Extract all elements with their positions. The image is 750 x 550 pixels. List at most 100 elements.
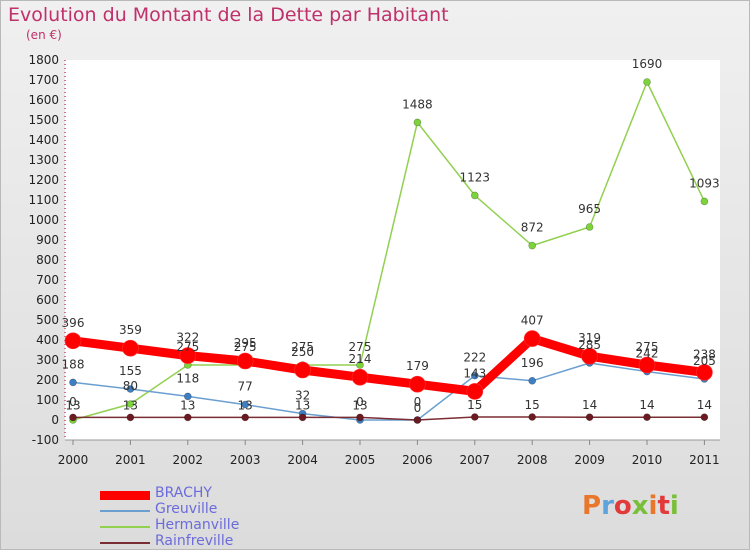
data-label: 1093 — [689, 176, 720, 190]
data-point — [356, 413, 364, 422]
y-tick-label: 700 — [36, 273, 59, 287]
y-tick-label: 1100 — [28, 193, 59, 207]
x-tick-label: 2010 — [632, 453, 663, 467]
y-tick-label: 400 — [36, 333, 59, 347]
data-point — [523, 330, 541, 347]
data-label: 322 — [176, 331, 199, 345]
data-label: 118 — [176, 371, 199, 385]
x-tick-label: 2000 — [58, 453, 89, 467]
y-tick-label: 1600 — [28, 93, 59, 107]
legend-label-rainfreville: Rainfreville — [155, 533, 234, 549]
data-label: 407 — [521, 314, 544, 328]
x-tick-label: 2011 — [689, 453, 720, 467]
legend-swatch-rainfreville — [100, 542, 150, 544]
y-tick-label: 600 — [36, 293, 59, 307]
data-label: 0 — [69, 395, 77, 409]
data-point — [528, 241, 537, 250]
y-tick-label: 1300 — [28, 153, 59, 167]
data-label: 77 — [238, 380, 253, 394]
data-label: 179 — [406, 359, 429, 373]
chart-unit: (en €) — [26, 28, 62, 42]
data-point — [643, 413, 651, 422]
legend-swatch-hermanville — [100, 526, 150, 528]
data-point — [638, 356, 656, 374]
data-label: 275 — [636, 340, 659, 354]
chart-title: Evolution du Montant de la Dette par Hab… — [8, 4, 449, 26]
x-tick-label: 2003 — [230, 453, 261, 467]
y-tick-label: 1000 — [28, 213, 59, 227]
legend-label-hermanville: Hermanville — [155, 517, 240, 533]
data-point — [126, 413, 135, 422]
data-label: 275 — [349, 340, 372, 354]
data-label: 275 — [176, 340, 199, 354]
y-tick-label: 1500 — [28, 113, 59, 127]
data-point — [700, 413, 709, 422]
y-tick-label: 800 — [36, 253, 59, 267]
data-label: 15 — [525, 398, 540, 412]
x-tick-label: 2001 — [115, 453, 146, 467]
data-label: 275 — [234, 340, 257, 354]
x-tick-label: 2004 — [287, 453, 318, 467]
logo-letter: i — [648, 491, 658, 521]
data-point — [184, 392, 192, 401]
y-tick-label: 100 — [36, 393, 59, 407]
data-label: 250 — [291, 345, 314, 359]
logo-letter: P — [582, 491, 602, 521]
data-point — [126, 400, 135, 408]
data-point — [470, 191, 479, 200]
data-label: 359 — [119, 323, 142, 337]
x-tick-label: 2007 — [460, 453, 491, 467]
data-label: 14 — [639, 398, 654, 412]
data-label: 13 — [180, 398, 195, 412]
data-point — [294, 361, 311, 379]
data-label: 196 — [521, 356, 544, 370]
data-label: 214 — [349, 352, 372, 366]
data-label: 285 — [578, 338, 601, 352]
data-label: 319 — [578, 331, 601, 345]
data-point — [696, 364, 713, 381]
data-label: 205 — [693, 354, 716, 368]
data-point — [64, 332, 82, 350]
data-point — [413, 118, 422, 127]
data-label: 0 — [414, 395, 422, 409]
data-point — [413, 416, 422, 424]
y-tick-label: 500 — [36, 313, 59, 327]
data-label: 143 — [463, 366, 486, 380]
data-point — [241, 413, 249, 422]
data-label: 222 — [463, 351, 486, 365]
data-label: 1123 — [460, 170, 491, 184]
data-point — [298, 413, 307, 422]
data-label: 1690 — [632, 57, 663, 71]
legend-swatch-brachy — [100, 490, 150, 500]
series-line-rainfreville — [72, 416, 706, 421]
y-tick-label: 1200 — [28, 173, 59, 187]
legend-label-greuville: Greuville — [155, 501, 218, 517]
x-tick-label: 2002 — [173, 453, 204, 467]
data-point — [122, 339, 139, 357]
y-tick-label: 1400 — [28, 133, 59, 147]
data-label: 14 — [582, 398, 597, 412]
x-tick-label: 2008 — [517, 453, 548, 467]
y-tick-label: 300 — [36, 353, 59, 367]
data-label: 238 — [693, 347, 716, 361]
data-label: 965 — [578, 202, 601, 216]
data-point — [466, 383, 484, 400]
data-point — [470, 413, 479, 421]
data-label: 13 — [295, 398, 310, 412]
data-point — [351, 368, 369, 386]
data-point — [356, 361, 364, 369]
series-line-hermanville — [72, 81, 706, 421]
data-label: 13 — [238, 398, 253, 412]
data-label: 0 — [414, 401, 422, 415]
x-tick-label: 2005 — [345, 453, 376, 467]
logo-letter: o — [613, 491, 632, 521]
data-point — [528, 376, 537, 385]
data-point — [241, 400, 249, 409]
x-tick-label: 2009 — [574, 453, 605, 467]
proxiti-logo: Proxiti — [582, 491, 679, 521]
data-point — [69, 378, 77, 387]
data-point — [179, 347, 197, 364]
data-label: 396 — [62, 316, 85, 330]
data-label: 275 — [291, 340, 314, 354]
logo-letter: t — [657, 491, 670, 521]
